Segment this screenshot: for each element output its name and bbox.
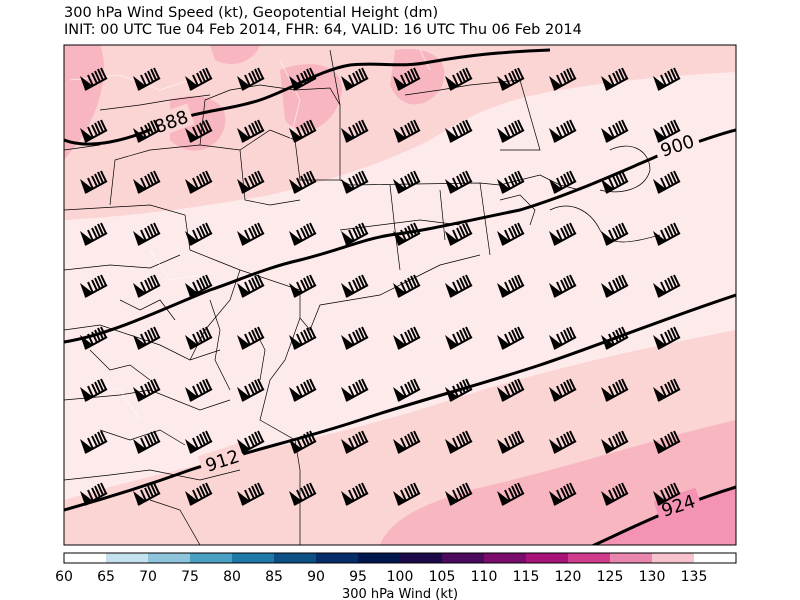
colorbar-ticks: 60 65 70 75 80 85 90 95 100 105 110 115 120 125 130 135 (55, 569, 707, 585)
colorbar-cell (652, 553, 695, 563)
colorbar-cell (64, 553, 107, 563)
colorbar-cell (694, 553, 737, 563)
colorbar-cell (190, 553, 233, 563)
colorbar-cell (106, 553, 149, 563)
shade-medium-south (380, 420, 736, 545)
colorbar-tick-label: 95 (349, 569, 367, 585)
colorbar-tick-label: 115 (513, 569, 540, 585)
colorbar-tick-label: 80 (223, 569, 241, 585)
colorbar-cell (526, 553, 569, 563)
map-subtitle: INIT: 00 UTC Tue 04 Feb 2014, FHR: 64, V… (64, 22, 582, 38)
colorbar-tick-label: 90 (307, 569, 325, 585)
colorbar-tick-label: 60 (55, 569, 73, 585)
shade-medium-north-5 (210, 45, 260, 65)
map-title: 300 hPa Wind Speed (kt), Geopotential He… (64, 5, 439, 21)
colorbar-cells (64, 553, 737, 563)
colorbar-cell (400, 553, 443, 563)
contour-924 (590, 485, 736, 545)
shade-medium-north-1 (64, 45, 104, 160)
colorbar-frame (63, 552, 737, 564)
colorbar-label: 300 hPa Wind (kt) (342, 587, 458, 600)
colorbar-tick-label: 75 (181, 569, 199, 585)
colorbar-tick-label: 125 (597, 569, 624, 585)
colorbar-cell (610, 553, 653, 563)
colorbar-cell (484, 553, 527, 563)
map-area: 888 900 912 924 (64, 45, 736, 545)
colorbar-tick-label: 120 (555, 569, 582, 585)
colorbar-cell (358, 553, 401, 563)
colorbar-cell (232, 553, 275, 563)
colorbar-tick-label: 100 (387, 569, 414, 585)
colorbar-tick-label: 130 (639, 569, 666, 585)
colorbar-tick-label: 105 (429, 569, 456, 585)
shade-medium-north-3 (280, 64, 342, 131)
colorbar-tick-label: 65 (97, 569, 115, 585)
contour-900 (64, 128, 736, 344)
colorbar-cell (316, 553, 359, 563)
colorbar-cell (442, 553, 485, 563)
colorbar-tick-label: 85 (265, 569, 283, 585)
shade-light-north (64, 45, 736, 220)
colorbar-tick-label: 110 (471, 569, 498, 585)
colorbar-tick-label: 70 (139, 569, 157, 585)
colorbar-cell (148, 553, 191, 563)
colorbar-cell (568, 553, 611, 563)
map-frame (63, 44, 737, 546)
colorbar-tick-label: 135 (681, 569, 708, 585)
colorbar-cell (274, 553, 317, 563)
